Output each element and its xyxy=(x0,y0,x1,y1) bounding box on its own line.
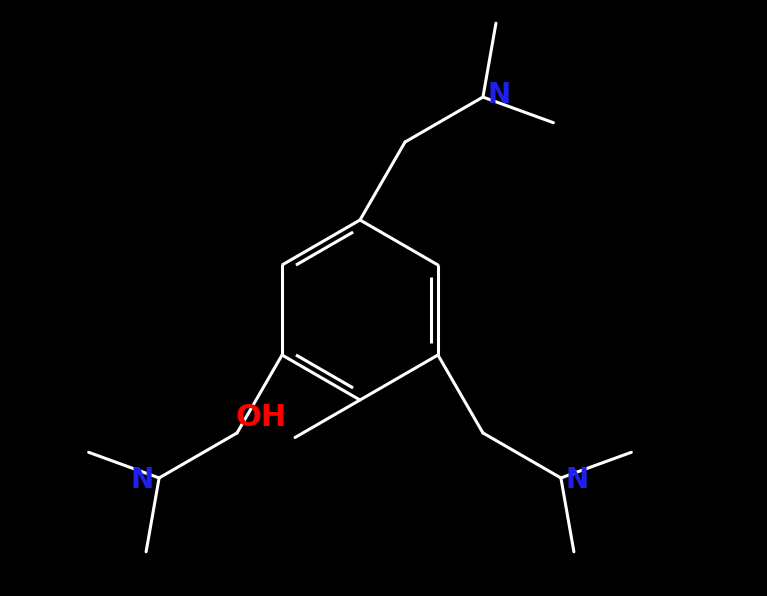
Text: N: N xyxy=(488,81,511,109)
Text: N: N xyxy=(131,466,154,494)
Text: N: N xyxy=(566,466,589,494)
Text: OH: OH xyxy=(235,403,287,433)
